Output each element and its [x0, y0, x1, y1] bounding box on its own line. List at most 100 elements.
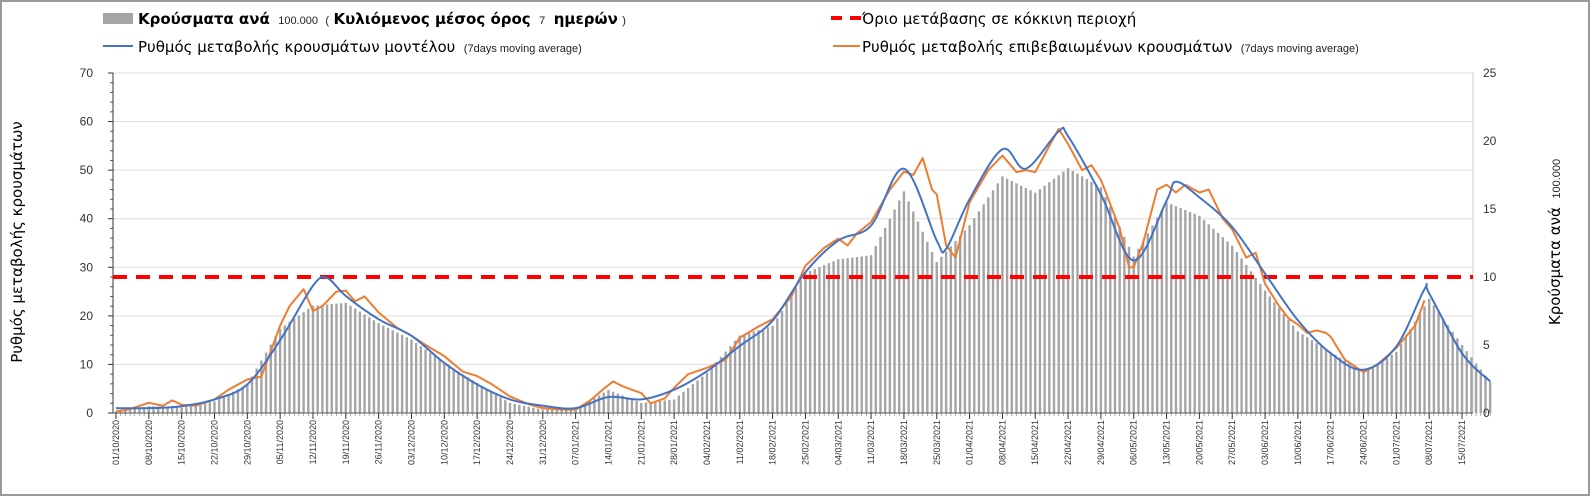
bar	[405, 337, 408, 413]
bar	[471, 380, 474, 413]
bar	[246, 384, 249, 413]
bar	[1127, 246, 1131, 413]
bar	[1193, 213, 1196, 413]
bar	[283, 325, 287, 413]
bar	[1320, 345, 1323, 413]
y-left-tick-label: 20	[80, 309, 94, 323]
bar	[461, 374, 465, 413]
x-tick-label: 06/05/2021	[1129, 420, 1139, 465]
bar	[1413, 321, 1417, 413]
bar	[930, 251, 934, 413]
bar	[1371, 366, 1375, 413]
x-tick-label: 24/06/2021	[1359, 420, 1369, 465]
x-tick-label: 14/01/2021	[603, 420, 613, 465]
bar	[419, 346, 423, 413]
x-tick-label: 04/02/2021	[702, 420, 712, 465]
x-tick-label: 03/06/2021	[1260, 420, 1270, 465]
bar	[846, 258, 849, 413]
x-tick-label: 29/04/2021	[1096, 420, 1106, 465]
bar	[1249, 271, 1253, 413]
bar	[527, 406, 530, 413]
bar	[1277, 308, 1281, 413]
bar	[597, 395, 601, 413]
series-line-confirmed	[115, 127, 1426, 413]
x-tick-label: 01/10/2020	[111, 420, 121, 465]
bar	[166, 406, 169, 413]
x-tick-label: 18/03/2021	[899, 420, 909, 465]
bar	[260, 360, 263, 413]
bar	[996, 183, 999, 413]
bar	[1029, 190, 1032, 413]
bar	[686, 387, 690, 413]
bar	[888, 218, 892, 413]
bar	[1367, 369, 1370, 413]
bar	[883, 227, 887, 413]
bar	[1254, 277, 1257, 413]
legend-bars-label: Κρούσματα ανά 100.000 ( Κυλιόμενος μέσος…	[138, 10, 626, 28]
x-tick-label: 03/12/2020	[406, 420, 416, 465]
x-tick-label: 15/04/2021	[1030, 420, 1040, 465]
x-tick-label: 19/11/2020	[341, 420, 351, 464]
bar	[1184, 209, 1187, 413]
bar	[1362, 372, 1365, 413]
bar	[194, 404, 197, 413]
bar	[1451, 331, 1454, 413]
bar	[724, 351, 727, 413]
bar	[977, 211, 981, 413]
bar	[1338, 357, 1342, 413]
bar	[921, 231, 924, 413]
bar	[865, 255, 868, 413]
bar	[822, 265, 826, 413]
bar	[574, 408, 577, 413]
bar	[752, 331, 756, 413]
series-lines	[115, 126, 1491, 413]
bar	[1165, 202, 1168, 413]
bar	[1381, 360, 1384, 413]
x-tick-label: 04/03/2021	[833, 420, 843, 465]
bar	[954, 241, 957, 413]
bar	[480, 385, 484, 413]
bar	[682, 391, 685, 413]
axes	[108, 72, 1491, 419]
bar	[232, 391, 235, 413]
bar	[1465, 351, 1468, 413]
x-tick-label: 31/12/2020	[538, 420, 548, 465]
bar	[494, 394, 498, 413]
bar	[1352, 366, 1356, 413]
bar	[794, 288, 798, 413]
bar	[508, 402, 512, 413]
bar	[203, 403, 207, 413]
y-left-tick-label: 0	[86, 406, 93, 420]
bar	[278, 328, 282, 413]
bars	[114, 168, 1492, 413]
bar	[1315, 343, 1318, 413]
bar	[1118, 226, 1121, 413]
bar	[157, 406, 160, 413]
legend-bars-swatch	[103, 13, 133, 24]
bar	[475, 383, 479, 413]
bar	[780, 310, 784, 413]
legend-threshold-label: Όριο μετάβασης σε κόκκινη περιοχή	[861, 10, 1136, 28]
bar	[827, 263, 831, 413]
bar	[818, 267, 821, 413]
bar	[926, 241, 929, 413]
bar	[569, 409, 573, 413]
bar	[1132, 256, 1135, 413]
bar	[1310, 340, 1314, 413]
bar	[236, 389, 240, 413]
bar	[626, 397, 629, 413]
bar	[1376, 363, 1379, 413]
bar	[1216, 232, 1220, 413]
x-tick-label: 24/12/2020	[505, 420, 515, 465]
bar	[1479, 369, 1482, 413]
bar	[649, 401, 652, 413]
bar	[189, 405, 193, 413]
bar	[1062, 171, 1065, 413]
bar	[1099, 187, 1103, 413]
bar	[640, 402, 643, 413]
bar	[1207, 224, 1210, 413]
bar	[175, 407, 179, 413]
bar	[142, 406, 146, 413]
x-tick-label: 22/10/2020	[209, 420, 219, 465]
